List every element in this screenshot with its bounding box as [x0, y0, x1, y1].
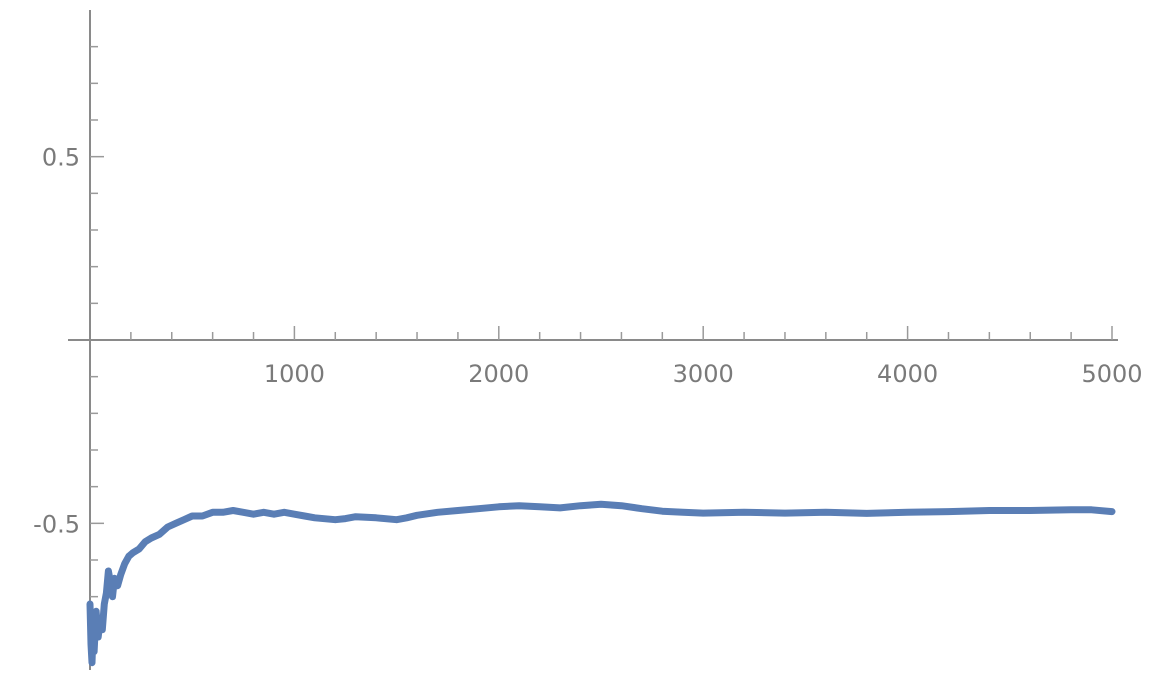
- minor-ticks: [90, 45, 1113, 635]
- y-tick-label-neg-0.5: -0.5: [33, 510, 80, 538]
- series-group: [86, 500, 1116, 667]
- x-tick-label-3000: 3000: [673, 360, 734, 388]
- y-tick-label-0.5: 0.5: [42, 144, 80, 172]
- series-line: [86, 500, 1116, 667]
- x-tick-label-2000: 2000: [468, 360, 529, 388]
- x-tick-label-4000: 4000: [877, 360, 938, 388]
- x-tick-label-1000: 1000: [264, 360, 325, 388]
- tick-labels: 1000 2000 3000 4000 5000 0.5 -0.5: [33, 144, 1142, 539]
- axes: [68, 10, 1118, 670]
- x-tick-label-5000: 5000: [1081, 360, 1142, 388]
